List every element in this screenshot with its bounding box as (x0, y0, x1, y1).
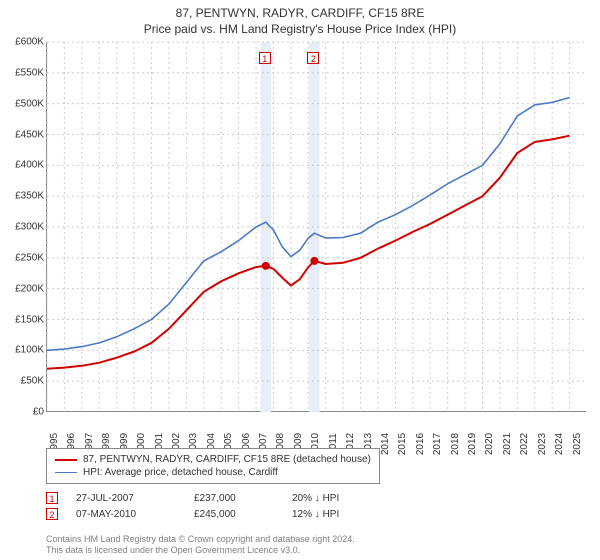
legend-label: 87, PENTWYN, RADYR, CARDIFF, CF15 8RE (d… (83, 454, 371, 465)
y-tick-label: £600K (0, 37, 44, 48)
y-tick-label: £0 (0, 407, 44, 418)
y-tick-label: £500K (0, 98, 44, 109)
x-tick-label: 2016 (415, 433, 426, 455)
footnote: Contains HM Land Registry data © Crown c… (46, 534, 355, 556)
x-tick-label: 2021 (502, 433, 513, 455)
footnote-line2: This data is licensed under the Open Gov… (46, 545, 355, 556)
x-tick-label: 2014 (380, 433, 391, 455)
y-tick-label: £300K (0, 222, 44, 233)
y-tick-label: £350K (0, 191, 44, 202)
x-tick-label: 2024 (554, 433, 565, 455)
y-tick-label: £250K (0, 252, 44, 263)
sales-date: 27-JUL-2007 (76, 493, 176, 504)
legend-row: HPI: Average price, detached house, Card… (55, 466, 371, 479)
sales-date: 07-MAY-2010 (76, 509, 176, 520)
chart-plot-area (46, 42, 586, 412)
y-tick-label: £400K (0, 160, 44, 171)
sales-table: 1 27-JUL-2007 £237,000 20% ↓ HPI 2 07-MAY-201… (46, 492, 372, 524)
legend-box: 87, PENTWYN, RADYR, CARDIFF, CF15 8RE (d… (46, 448, 380, 484)
legend-swatch (55, 459, 77, 461)
sales-pct: 20% ↓ HPI (292, 493, 372, 504)
sales-pct: 12% ↓ HPI (292, 509, 372, 520)
x-tick-label: 2022 (519, 433, 530, 455)
legend-label: HPI: Average price, detached house, Card… (83, 467, 278, 478)
x-tick-label: 2019 (467, 433, 478, 455)
y-tick-label: £150K (0, 314, 44, 325)
sale-marker-box: 2 (307, 52, 319, 64)
sale-dot (262, 262, 270, 270)
x-tick-label: 2018 (450, 433, 461, 455)
sales-marker-num: 1 (46, 492, 58, 504)
sale-marker-box: 1 (259, 52, 271, 64)
legend-swatch (55, 472, 77, 473)
sale-dot (310, 257, 318, 265)
y-tick-label: £550K (0, 67, 44, 78)
x-tick-label: 2015 (397, 433, 408, 455)
x-tick-label: 2017 (432, 433, 443, 455)
sales-price: £245,000 (194, 509, 274, 520)
chart-title-desc: Price paid vs. HM Land Registry's House … (0, 22, 600, 36)
chart-title-address: 87, PENTWYN, RADYR, CARDIFF, CF15 8RE (0, 6, 600, 20)
x-tick-label: 2020 (484, 433, 495, 455)
sales-price: £237,000 (194, 493, 274, 504)
y-tick-label: £50K (0, 376, 44, 387)
x-tick-label: 2025 (572, 433, 583, 455)
sales-table-row: 1 27-JUL-2007 £237,000 20% ↓ HPI (46, 492, 372, 504)
legend-row: 87, PENTWYN, RADYR, CARDIFF, CF15 8RE (d… (55, 453, 371, 466)
y-tick-label: £200K (0, 283, 44, 294)
sales-table-row: 2 07-MAY-2010 £245,000 12% ↓ HPI (46, 508, 372, 520)
footnote-line1: Contains HM Land Registry data © Crown c… (46, 534, 355, 545)
chart-svg (47, 42, 586, 411)
x-tick-label: 2023 (537, 433, 548, 455)
y-tick-label: £100K (0, 345, 44, 356)
y-tick-label: £450K (0, 129, 44, 140)
sales-marker-num: 2 (46, 508, 58, 520)
